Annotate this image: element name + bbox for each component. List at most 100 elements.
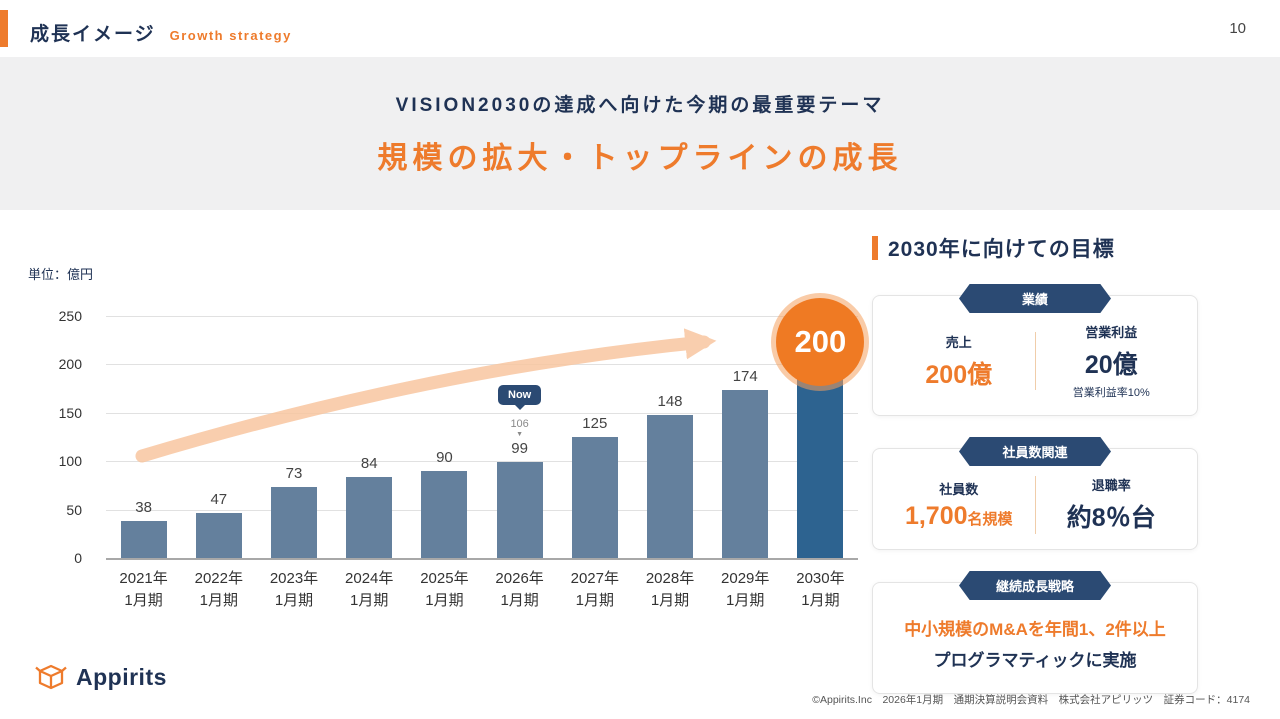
bar-group: 90 bbox=[407, 316, 482, 558]
target-value-badge: 200 bbox=[776, 298, 865, 386]
metric-note: 営業利益率10% bbox=[1072, 387, 1150, 399]
metric-label: 営業利益 bbox=[1085, 325, 1138, 340]
x-axis-label: 2026年 1月期 bbox=[495, 570, 544, 609]
page-number: 10 bbox=[1229, 20, 1246, 37]
y-tick-label: 0 bbox=[74, 550, 82, 566]
metric-value: 1,700名規模 bbox=[904, 501, 1013, 530]
bar-value-label: 148 bbox=[657, 392, 683, 410]
logo-text: Appirits bbox=[76, 663, 167, 690]
appirits-box-icon bbox=[35, 664, 67, 690]
forecast-value-label: 106 bbox=[510, 418, 529, 431]
x-axis-label: 2030年 1月期 bbox=[796, 570, 845, 609]
unit-label: 単位：億円 bbox=[28, 267, 94, 282]
bar bbox=[195, 512, 242, 558]
header-accent-bar bbox=[0, 10, 8, 47]
gridline bbox=[106, 364, 858, 366]
y-tick-label: 150 bbox=[58, 404, 82, 421]
bar-group: 84 bbox=[332, 316, 407, 558]
bar bbox=[120, 521, 167, 558]
header: 成長イメージ Growth strategy bbox=[30, 19, 292, 46]
gridlines bbox=[106, 316, 858, 560]
turnover-metric: 退職率 約8％台 bbox=[1036, 475, 1188, 534]
headcount-metric: 社員数 1,700名規模 bbox=[883, 479, 1035, 531]
banner-title: 規模の拡大・トップラインの成長 bbox=[377, 142, 903, 175]
bar bbox=[571, 437, 618, 558]
copyright-text: ©Appirits.Inc 2026年1月期 通期決算説明会資料 株式会社アピリ… bbox=[812, 694, 1250, 706]
divider bbox=[1034, 475, 1036, 534]
category-row: 2021年 1月期 2022年 1月期 2023年 1月期 2024年 1月期 2025年 1月期… bbox=[106, 568, 858, 612]
performance-card: 業績 売上 200億 営業利益 20億 営業利益率10% bbox=[872, 284, 1198, 416]
theme-banner: VISION2030の達成へ向けた今期の最重要テーマ 規模の拡大・トップラインの… bbox=[0, 57, 1280, 210]
strategy-card: 継続成長戦略 中小規模のM&Aを年間1、2件以上 プログラマティックに実施 bbox=[872, 571, 1198, 695]
y-tick-label: 50 bbox=[66, 501, 82, 518]
page-title: 成長イメージ bbox=[30, 24, 156, 45]
gridline bbox=[106, 412, 858, 414]
goals-panel: 2030年に向けての目標 業績 売上 200億 営業利益 20億 営業利益率10… bbox=[872, 233, 1198, 695]
card-badge: 社員数関連 bbox=[959, 437, 1111, 466]
bar-value-label: 73 bbox=[285, 465, 303, 483]
x-axis-label: 2022年 1月期 bbox=[194, 570, 243, 609]
bar-value-label: 90 bbox=[436, 448, 453, 466]
bar-group: 174 bbox=[708, 316, 783, 558]
x-axis-label: 2028年 1月期 bbox=[645, 570, 695, 609]
bar-group: Now 106 ▼ 99 bbox=[482, 316, 557, 558]
bar-group: 73 bbox=[256, 316, 331, 558]
bar-group: 38 bbox=[106, 316, 181, 558]
x-axis-label: 2027年 1月期 bbox=[570, 570, 619, 609]
sales-metric: 売上 200億 bbox=[883, 332, 1035, 391]
y-tick-label: 100 bbox=[58, 453, 82, 470]
divider bbox=[1034, 332, 1036, 390]
banner-subtitle: VISION2030の達成へ向けた今期の最重要テーマ bbox=[395, 95, 885, 116]
bar-value-label: 38 bbox=[135, 499, 152, 517]
strategy-line-2: プログラマティックに実施 bbox=[933, 650, 1137, 670]
x-axis-label: 2024年 1月期 bbox=[345, 570, 394, 609]
gridline bbox=[106, 316, 858, 317]
bar bbox=[346, 476, 393, 558]
gridline bbox=[106, 509, 858, 511]
bar bbox=[271, 487, 317, 558]
x-axis-label: 2021年 1月期 bbox=[119, 570, 168, 609]
goals-heading: 2030年に向けての目標 bbox=[872, 233, 1198, 263]
bar bbox=[421, 470, 468, 558]
metric-label: 社員数 bbox=[939, 481, 979, 497]
bar-value-label: 174 bbox=[732, 367, 758, 385]
bar-group: 47 bbox=[181, 316, 256, 558]
metric-value: 約8％台 bbox=[1066, 504, 1156, 532]
profit-metric: 営業利益 20億 営業利益率10% bbox=[1036, 322, 1188, 400]
y-axis: 0 50 100 150 200 250 bbox=[28, 308, 90, 566]
metric-label: 退職率 bbox=[1091, 478, 1131, 493]
metric-value: 20億 bbox=[1084, 351, 1138, 379]
bar-value-label: 47 bbox=[210, 490, 228, 508]
bar-value-label: 125 bbox=[582, 415, 608, 432]
bars-row: 38 47 73 84 90 Now 106▼99 125 148 174 200200 bbox=[106, 298, 865, 558]
bar bbox=[496, 462, 543, 558]
goals-title: 2030年に向けての目標 bbox=[888, 238, 1115, 261]
bar-chart: 単位：億円 0 50 100 150 200 250 38 47 73 84 90 Now 106 ▼ 9… bbox=[28, 238, 872, 638]
bar bbox=[797, 364, 844, 558]
x-axis-label: 2023年 1月期 bbox=[269, 570, 319, 609]
card-badge: 業績 bbox=[959, 284, 1111, 313]
x-axis-label: 2025年 1月期 bbox=[420, 570, 469, 609]
heading-accent-bar bbox=[872, 236, 878, 260]
bar-value-label: 99 bbox=[511, 440, 528, 458]
bar bbox=[722, 389, 769, 558]
y-tick-label: 200 bbox=[58, 356, 82, 373]
company-logo: Appirits bbox=[34, 660, 167, 694]
headcount-card: 社員数関連 社員数 1,700名規模 退職率 約8％台 bbox=[872, 437, 1198, 550]
metric-value: 200億 bbox=[925, 360, 993, 389]
page-title-en: Growth strategy bbox=[169, 28, 292, 43]
caret-down-icon: ▼ bbox=[516, 431, 524, 439]
bar-value-label: 84 bbox=[360, 454, 378, 472]
bar-group: 200200 bbox=[776, 298, 865, 558]
now-marker: Now bbox=[498, 385, 542, 406]
bar bbox=[647, 414, 694, 558]
bar-group: 125 bbox=[557, 316, 632, 558]
x-axis-label: 2029年 1月期 bbox=[721, 570, 770, 609]
metric-label: 売上 bbox=[945, 334, 972, 350]
gridline bbox=[106, 558, 858, 560]
growth-arrow-icon bbox=[135, 328, 717, 463]
y-tick-label: 250 bbox=[58, 308, 82, 324]
strategy-line-1: 中小規模のM&Aを年間1、2件以上 bbox=[904, 620, 1166, 639]
card-badge: 継続成長戦略 bbox=[959, 571, 1111, 600]
